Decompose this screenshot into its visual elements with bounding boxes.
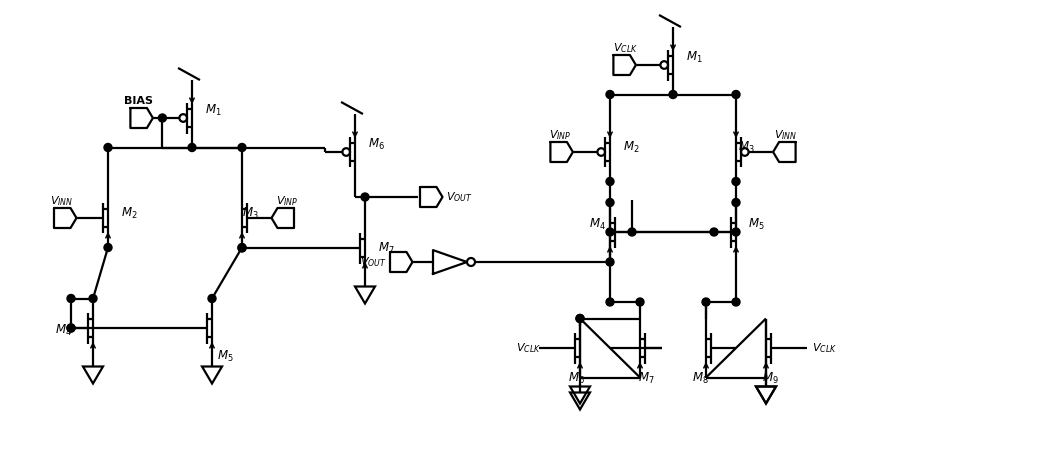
Text: $V_{INP}$: $V_{INP}$ [276,194,298,208]
Circle shape [104,243,112,251]
Polygon shape [272,208,294,228]
Polygon shape [551,142,573,162]
Text: $M_3$: $M_3$ [738,140,754,155]
Circle shape [67,324,75,332]
Circle shape [67,324,75,332]
Text: $V_{OUT}$: $V_{OUT}$ [359,255,387,269]
Circle shape [238,244,246,252]
Text: $M_3$: $M_3$ [242,205,259,220]
Circle shape [732,198,740,206]
Circle shape [606,258,614,266]
Text: $M_5$: $M_5$ [748,217,765,232]
Text: $V_{INN}$: $V_{INN}$ [774,128,797,142]
Text: $M_4$: $M_4$ [589,217,606,232]
Text: $M_7$: $M_7$ [637,370,654,385]
Polygon shape [613,55,636,75]
Circle shape [188,143,196,151]
Circle shape [361,193,369,201]
Circle shape [732,91,740,99]
Circle shape [732,298,740,306]
Text: $M_8$: $M_8$ [692,370,709,385]
Circle shape [702,298,710,306]
Circle shape [104,143,112,151]
Circle shape [238,243,246,251]
Circle shape [238,143,246,151]
Circle shape [606,228,614,236]
Text: $V_{CLK}$: $V_{CLK}$ [613,41,637,55]
Circle shape [159,114,166,122]
Circle shape [606,198,614,206]
Circle shape [669,91,677,99]
Circle shape [710,228,718,236]
Polygon shape [420,187,442,207]
Text: $M_1$: $M_1$ [686,49,702,64]
Circle shape [606,178,614,186]
Circle shape [208,295,216,303]
Text: $M_7$: $M_7$ [378,241,395,256]
Circle shape [606,298,614,306]
Circle shape [732,228,740,236]
Text: $V_{CLK}$: $V_{CLK}$ [812,341,837,355]
Circle shape [576,314,584,322]
Circle shape [576,314,584,322]
Polygon shape [54,208,76,228]
Text: $V_{CLK}$: $V_{CLK}$ [516,341,541,355]
Text: $V_{INP}$: $V_{INP}$ [550,128,572,142]
Circle shape [67,295,75,303]
Circle shape [89,295,97,303]
Text: $M_6$: $M_6$ [368,136,385,151]
Text: $M_6$: $M_6$ [567,370,584,385]
Polygon shape [131,108,153,128]
Circle shape [606,91,614,99]
Text: $M_2$: $M_2$ [623,140,640,155]
Polygon shape [433,250,467,274]
Text: $M_4$: $M_4$ [55,322,72,337]
Text: $M_9$: $M_9$ [762,370,779,385]
Circle shape [636,298,644,306]
Text: $V_{OUT}$: $V_{OUT}$ [446,190,473,204]
Text: BIAS: BIAS [124,96,153,106]
Text: $M_1$: $M_1$ [205,102,222,118]
Circle shape [732,178,740,186]
Polygon shape [390,252,413,272]
Text: $V_{INN}$: $V_{INN}$ [50,194,73,208]
Circle shape [628,228,636,236]
Text: $M_5$: $M_5$ [217,348,234,364]
Polygon shape [773,142,795,162]
Text: $M_2$: $M_2$ [121,205,138,220]
